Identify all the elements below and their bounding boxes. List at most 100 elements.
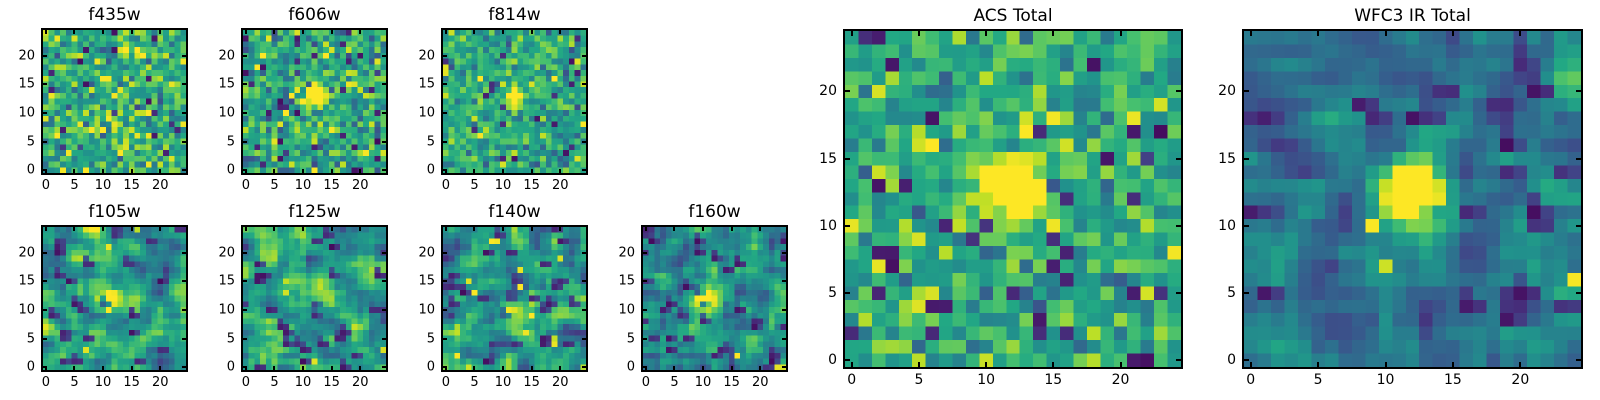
x-tick-label: 15 [123,178,140,193]
y-tick-label: 0 [426,162,435,178]
x-tick-label: 10 [977,372,996,388]
x-tick-label: 10 [494,178,512,193]
x-tick-label: 5 [270,178,279,193]
y-tick-label: 15 [1218,150,1236,167]
panel-title-f105w: f105w [88,202,141,222]
y-tick-label: 5 [26,331,35,347]
heatmap-f606w [243,30,386,173]
x-tick-label: 10 [94,178,112,193]
x-tick-label: 20 [551,375,569,390]
y-tick-label: 5 [426,134,435,150]
x-tick-label: 0 [1246,372,1256,388]
y-tick-label: 0 [26,162,35,178]
y-tick-label: 5 [1227,285,1236,302]
y-tick-label: 5 [626,331,635,347]
x-tick-label: 20 [1111,372,1130,388]
y-tick-label: 10 [218,105,235,121]
x-tick-label: 0 [241,178,250,193]
panel-title-f140w: f140w [488,202,541,222]
x-tick-label: 15 [123,375,140,390]
y-tick-label: 0 [626,359,635,375]
y-tick-label: 10 [418,302,435,318]
x-tick-label: 0 [847,372,857,388]
x-tick-label: 0 [41,178,50,193]
x-tick-label: 20 [1511,372,1530,388]
x-tick-label: 15 [523,178,540,193]
y-tick-label: 20 [618,245,635,261]
x-tick-label: 10 [494,375,512,390]
y-tick-label: 5 [828,285,837,302]
y-tick-label: 10 [418,105,435,121]
x-tick-label: 15 [723,375,740,390]
x-tick-label: 5 [70,375,79,390]
y-tick-label: 20 [418,245,435,261]
x-tick-label: 0 [441,375,450,390]
x-tick-label: 5 [70,178,79,193]
x-tick-label: 10 [694,375,712,390]
heatmap-f160w [643,227,786,370]
y-tick-label: 15 [819,150,837,167]
y-tick-label: 10 [1218,217,1236,234]
y-tick-label: 15 [18,76,35,92]
y-tick-label: 10 [819,217,837,234]
y-tick-label: 20 [1218,83,1236,100]
x-tick-label: 10 [294,178,312,193]
y-tick-label: 0 [226,162,235,178]
y-tick-label: 10 [218,302,235,318]
y-tick-label: 20 [218,245,235,261]
y-tick-label: 0 [26,359,35,375]
x-tick-label: 5 [670,375,679,390]
panel-title-f435w: f435w [88,5,141,25]
x-tick-label: 20 [151,178,169,193]
panel-title-f160w: f160w [688,202,741,222]
y-tick-label: 10 [18,105,35,121]
x-tick-label: 20 [151,375,169,390]
x-tick-label: 15 [1044,372,1063,388]
panel-title-acs-total: ACS Total [973,6,1053,26]
y-tick-label: 15 [218,76,235,92]
y-tick-label: 20 [218,48,235,64]
y-tick-label: 15 [418,76,435,92]
x-tick-label: 10 [1376,372,1395,388]
y-tick-label: 15 [18,273,35,289]
y-tick-label: 5 [26,134,35,150]
panel-title-f606w: f606w [288,5,341,25]
heatmap-f125w [243,227,386,370]
x-tick-label: 10 [94,375,112,390]
x-tick-label: 5 [914,372,924,388]
heatmap-f435w [43,30,186,173]
x-tick-label: 5 [270,375,279,390]
x-tick-label: 15 [323,178,340,193]
y-tick-label: 0 [426,359,435,375]
x-tick-label: 20 [351,375,369,390]
y-tick-label: 0 [226,359,235,375]
heatmap-acs-total [845,31,1181,367]
panel-title-f814w: f814w [488,5,541,25]
x-tick-label: 5 [1313,372,1323,388]
heatmap-f814w [443,30,586,173]
x-tick-label: 0 [241,375,250,390]
y-tick-label: 15 [618,273,635,289]
y-tick-label: 15 [418,273,435,289]
x-tick-label: 5 [470,375,479,390]
y-tick-label: 20 [18,48,35,64]
x-tick-label: 10 [294,375,312,390]
heatmap-f105w [43,227,186,370]
y-tick-label: 20 [18,245,35,261]
x-tick-label: 0 [641,375,650,390]
y-tick-label: 0 [1227,352,1236,369]
y-tick-label: 10 [18,302,35,318]
x-tick-label: 15 [1444,372,1462,388]
panel-title-wfc3-ir-total: WFC3 IR Total [1354,6,1471,26]
y-tick-label: 5 [226,134,235,150]
x-tick-label: 0 [441,178,450,193]
x-tick-label: 15 [523,375,540,390]
x-tick-label: 20 [551,178,569,193]
y-tick-label: 20 [418,48,435,64]
y-tick-label: 10 [618,302,635,318]
y-tick-label: 15 [218,273,235,289]
panel-title-f125w: f125w [288,202,341,222]
heatmap-f140w [443,227,586,370]
y-tick-label: 20 [819,83,837,100]
